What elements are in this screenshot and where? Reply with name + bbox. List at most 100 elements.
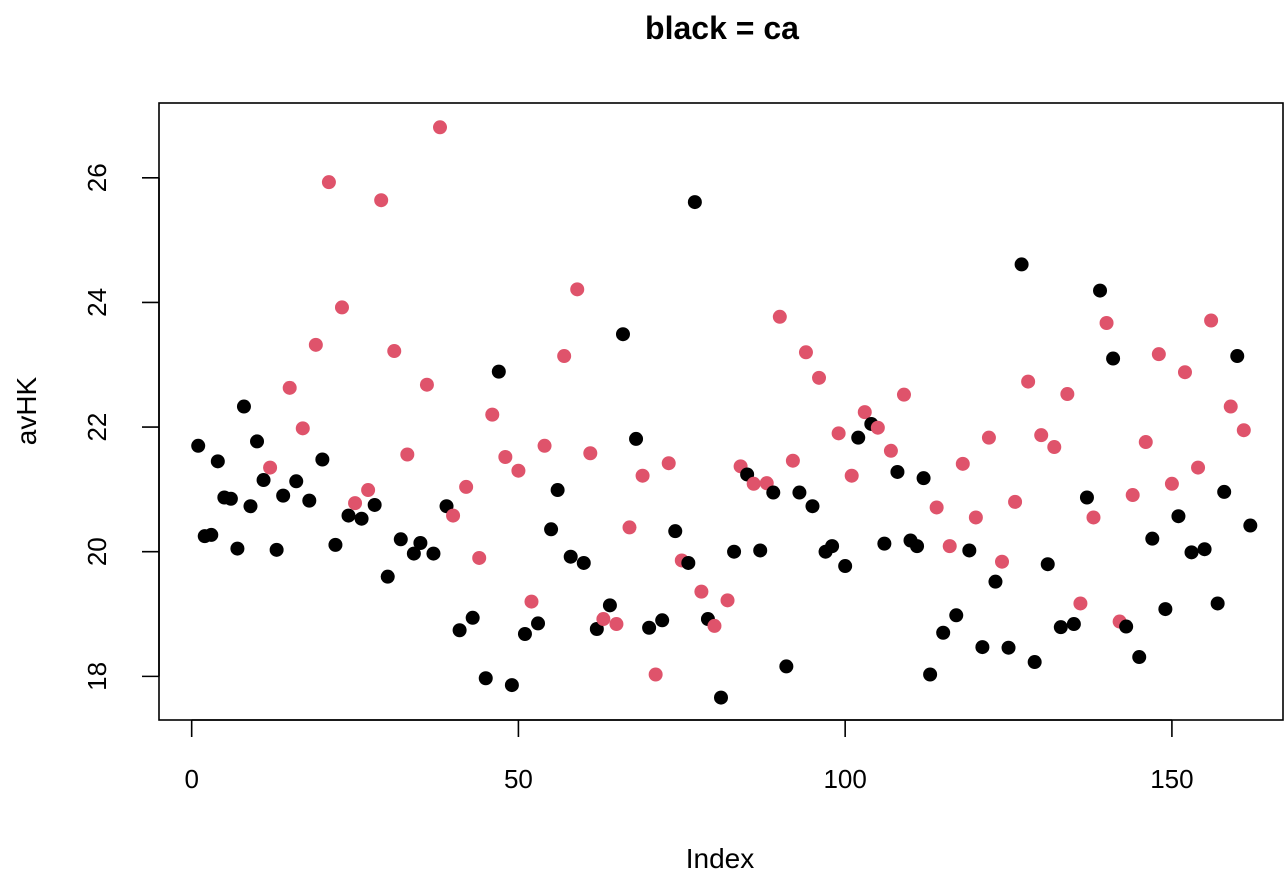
- data-point-other: [661, 456, 676, 471]
- data-point-ca: [210, 454, 225, 469]
- data-point-other: [1099, 316, 1114, 331]
- data-point-other: [883, 443, 898, 458]
- data-point-other: [583, 446, 598, 461]
- data-point-other: [1047, 440, 1062, 455]
- data-points: [191, 120, 1258, 705]
- data-point-ca: [962, 543, 977, 558]
- data-point-other: [419, 377, 434, 392]
- data-point-ca: [531, 616, 546, 631]
- data-point-ca: [1040, 557, 1055, 572]
- data-point-ca: [687, 195, 702, 210]
- data-point-other: [1204, 313, 1219, 328]
- data-point-ca: [988, 574, 1003, 589]
- data-point-ca: [936, 625, 951, 640]
- data-point-ca: [916, 471, 931, 486]
- data-point-ca: [250, 434, 265, 449]
- data-point-ca: [354, 511, 369, 526]
- data-point-ca: [576, 555, 591, 570]
- data-point-ca: [236, 399, 251, 414]
- y-axis: 18 20 22 24 26: [82, 163, 160, 691]
- data-point-other: [361, 483, 376, 498]
- data-point-other: [707, 618, 722, 633]
- data-point-ca: [393, 532, 408, 547]
- data-point-ca: [805, 499, 820, 514]
- data-point-ca: [668, 524, 683, 539]
- data-point-ca: [779, 659, 794, 674]
- data-point-other: [387, 344, 402, 359]
- data-point-other: [955, 456, 970, 471]
- data-point-ca: [1210, 596, 1225, 611]
- data-point-other: [635, 468, 650, 483]
- data-point-ca: [341, 508, 356, 523]
- data-point-ca: [1158, 602, 1173, 617]
- data-point-ca: [406, 546, 421, 561]
- data-point-other: [968, 510, 983, 525]
- data-point-ca: [975, 640, 990, 655]
- data-point-other: [400, 447, 415, 462]
- data-point-ca: [1014, 257, 1029, 272]
- data-point-other: [537, 438, 552, 453]
- data-point-other: [1034, 428, 1049, 443]
- data-point-other: [557, 349, 572, 364]
- data-point-ca: [517, 626, 532, 641]
- data-point-other: [596, 612, 611, 627]
- data-point-other: [1086, 510, 1101, 525]
- data-point-other: [282, 380, 297, 395]
- data-point-other: [446, 508, 461, 523]
- data-point-ca: [367, 497, 382, 512]
- data-point-other: [1125, 488, 1140, 503]
- x-axis: 0 50 100 150: [184, 719, 1194, 794]
- data-point-other: [648, 667, 663, 682]
- data-point-ca: [910, 539, 925, 554]
- data-point-ca: [851, 430, 866, 445]
- data-point-ca: [1132, 650, 1147, 665]
- data-point-ca: [230, 541, 245, 556]
- data-point-other: [1008, 494, 1023, 509]
- data-point-ca: [478, 671, 493, 686]
- data-point-ca: [302, 493, 317, 508]
- data-point-other: [498, 449, 513, 464]
- data-point-other: [263, 460, 278, 475]
- data-point-other: [334, 300, 349, 315]
- data-point-ca: [792, 485, 807, 500]
- data-point-other: [472, 550, 487, 565]
- data-point-other: [609, 617, 624, 632]
- data-point-ca: [1093, 283, 1108, 298]
- data-point-other: [981, 430, 996, 445]
- data-point-ca: [1171, 509, 1186, 524]
- data-point-other: [995, 554, 1009, 569]
- data-point-other: [1060, 387, 1075, 402]
- data-point-other: [1164, 476, 1179, 491]
- data-point-ca: [1106, 351, 1121, 366]
- data-point-ca: [727, 544, 742, 559]
- data-point-ca: [1027, 655, 1042, 670]
- data-point-ca: [1243, 518, 1258, 533]
- data-point-other: [857, 405, 872, 420]
- data-point-ca: [1119, 619, 1134, 634]
- data-point-ca: [452, 623, 467, 638]
- data-point-ca: [276, 488, 291, 503]
- data-point-ca: [642, 620, 657, 635]
- data-point-other: [321, 175, 336, 190]
- data-point-other: [1177, 365, 1192, 380]
- data-point-other: [929, 500, 944, 515]
- x-tick-label: 50: [504, 764, 533, 794]
- data-point-ca: [223, 491, 238, 506]
- data-point-other: [812, 370, 827, 385]
- data-point-ca: [753, 543, 768, 558]
- data-point-other: [870, 420, 885, 435]
- data-point-ca: [602, 598, 617, 613]
- data-point-ca: [550, 483, 565, 498]
- data-point-ca: [1145, 531, 1160, 546]
- data-point-ca: [825, 539, 840, 554]
- data-point-other: [1223, 399, 1238, 414]
- data-point-other: [1191, 460, 1206, 475]
- data-point-ca: [328, 537, 343, 552]
- data-point-ca: [877, 536, 892, 551]
- data-point-ca: [191, 438, 206, 453]
- data-point-ca: [1230, 349, 1245, 364]
- x-tick-label: 0: [184, 764, 198, 794]
- y-tick-label: 26: [82, 163, 112, 192]
- y-tick-label: 18: [82, 662, 112, 691]
- data-point-ca: [491, 364, 506, 379]
